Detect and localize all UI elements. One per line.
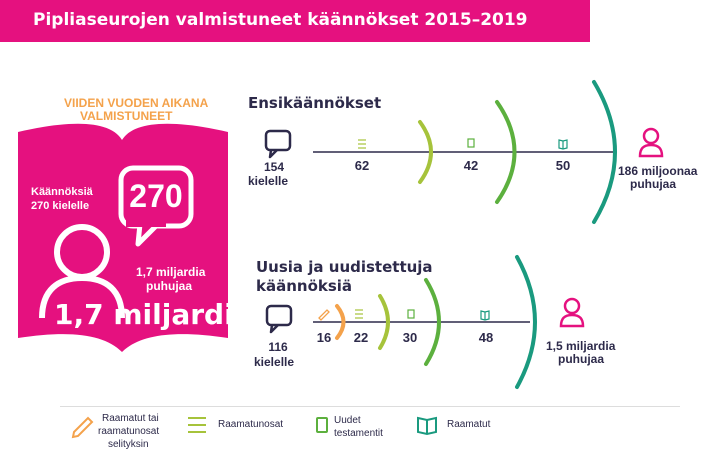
new-testament-icon	[407, 309, 415, 319]
summary-heading-line2: VALMISTUNEET	[80, 109, 173, 123]
section-title-uudet-line2: käännöksiä	[256, 277, 353, 295]
lines-icon	[358, 139, 366, 149]
value-uudet-testamentit: 42	[463, 158, 479, 173]
legend-pencil-line1: Raamatut tai	[102, 413, 159, 424]
speaker-person-icon	[559, 297, 585, 328]
languages-number: 116	[268, 340, 288, 354]
summary-heading-line1: VIIDEN VUODEN AIKANA	[64, 96, 209, 110]
person-icon	[39, 224, 125, 319]
section-title-uudet-line1: Uusia ja uudistettuja	[256, 258, 433, 276]
value-raamatunosat: 22	[353, 330, 369, 345]
arc-raamatut-2	[515, 255, 537, 389]
speakers-line2: puhujaa	[146, 279, 193, 293]
legend-bible-icon	[417, 416, 437, 436]
value-raamatunosat: 62	[354, 158, 370, 173]
arc-raamatut	[592, 80, 617, 224]
bible-icon	[558, 139, 568, 150]
speakers-text-line2: puhujaa	[558, 352, 605, 366]
new-testament-icon	[467, 138, 475, 148]
title-bar: Pipliaseurojen valmistuneet käännökset 2…	[0, 0, 590, 42]
speakers-line1: 1,7 miljardia	[136, 265, 206, 279]
legend-pencil-line2: raamatunosat	[98, 426, 160, 437]
languages-line1: Käännöksiä	[31, 186, 93, 198]
bible-icon	[480, 310, 490, 321]
languages-label: kielelle	[248, 174, 289, 188]
legend-bible-label: Raamatut	[447, 419, 491, 430]
speaker-person-icon	[638, 127, 664, 158]
arc-raamatunosat-2	[378, 294, 390, 350]
legend-new-testament-icon	[316, 417, 328, 433]
arc-selitykset	[335, 304, 346, 340]
legend-nt-line1: Uudet	[334, 415, 361, 426]
value-selitykset: 16	[316, 330, 332, 345]
legend-lines-icon	[188, 417, 206, 433]
speakers-text-line2: puhujaa	[630, 177, 677, 191]
arc-uudet-testamentit-2	[424, 278, 441, 366]
speakers-text-line1: 186 miljoonaa	[618, 164, 698, 178]
legend-lines-label: Raamatunosat	[218, 419, 284, 430]
page-title: Pipliaseurojen valmistuneet käännökset 2…	[33, 10, 528, 30]
languages-line2: 270 kielelle	[31, 200, 90, 212]
section-title-ensikaannokset: Ensikäännökset	[248, 94, 382, 112]
speech-bubble-icon	[118, 165, 194, 247]
speakers-text-line1: 1,5 miljardia	[546, 339, 616, 353]
legend-pencil-icon	[71, 416, 94, 439]
pencil-icon	[318, 309, 330, 321]
language-count: 270	[129, 178, 183, 214]
chat-icon	[264, 129, 292, 159]
languages-label: kielelle	[254, 355, 295, 369]
arc-raamatunosat	[418, 120, 433, 184]
legend-nt-line2: testamentit	[334, 428, 383, 439]
arc-uudet-testamentit	[495, 100, 517, 204]
value-raamatut: 50	[555, 158, 571, 173]
languages-number: 154	[263, 160, 285, 174]
value-uudet-testamentit: 30	[402, 330, 418, 345]
value-raamatut: 48	[478, 330, 494, 345]
lines-icon	[355, 309, 363, 319]
big-speakers: 1,7 miljardia	[54, 298, 253, 331]
legend-pencil-line3: selityksin	[108, 439, 149, 450]
legend-divider	[60, 406, 680, 407]
chat-icon	[265, 304, 293, 334]
